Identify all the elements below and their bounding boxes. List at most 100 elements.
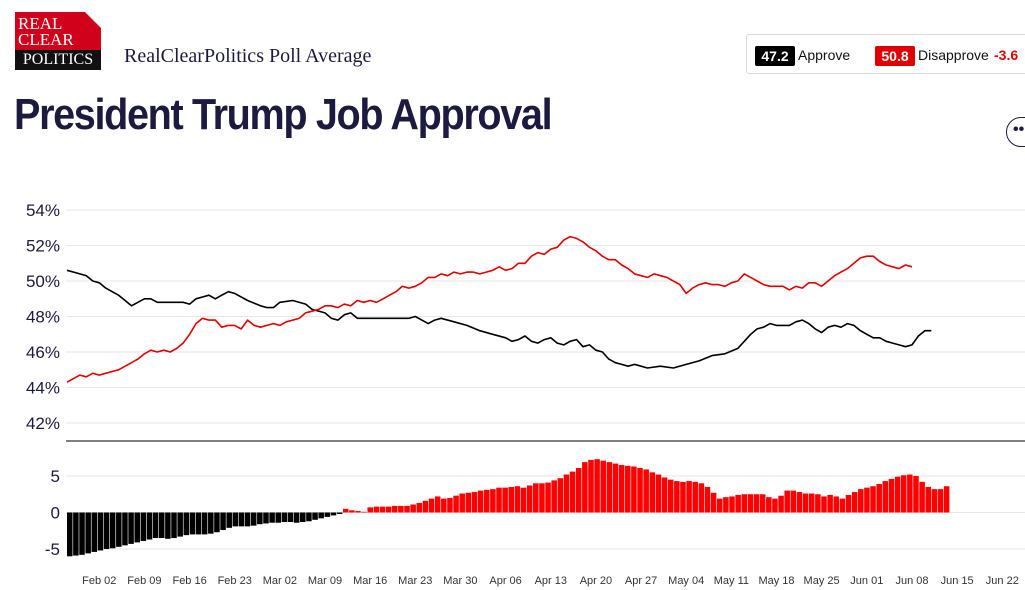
spread-bar bbox=[680, 481, 686, 513]
spread-bar bbox=[158, 512, 165, 539]
spread-bar bbox=[833, 496, 840, 513]
spread-bar bbox=[306, 512, 312, 522]
spread-bar bbox=[496, 487, 502, 513]
spread-bar bbox=[459, 493, 465, 513]
poll-legend: 47.2 Approve 50.8 Disapprove -3.6 bbox=[746, 34, 1025, 74]
spread-bar bbox=[747, 494, 754, 513]
spread-bar bbox=[900, 475, 907, 513]
spread-bar bbox=[882, 481, 889, 513]
spread-bar bbox=[815, 494, 821, 513]
rcp-logo[interactable]: REAL CLEAR POLITICS bbox=[15, 12, 101, 70]
disapprove-value-badge: 50.8 bbox=[875, 46, 915, 66]
spread-bar bbox=[625, 465, 631, 513]
approve-label: Approve bbox=[798, 47, 851, 63]
spread-bar bbox=[275, 512, 282, 523]
spread-bar bbox=[508, 486, 515, 513]
spread-bar bbox=[888, 478, 895, 513]
spread-bar bbox=[686, 481, 692, 513]
spread-bar bbox=[716, 498, 723, 513]
spread-bar bbox=[391, 505, 398, 513]
spread-bar bbox=[808, 493, 815, 513]
x-tick-label: Jun 01 bbox=[850, 575, 883, 587]
spread-bar bbox=[870, 486, 876, 513]
spread-bar bbox=[349, 510, 355, 513]
spread-bar bbox=[226, 512, 232, 528]
spread-bar bbox=[913, 476, 919, 513]
spread-bar bbox=[858, 489, 864, 513]
spread-bar bbox=[729, 496, 735, 513]
spread-bar bbox=[134, 512, 140, 543]
spread-bar bbox=[238, 512, 245, 527]
spread-bar bbox=[643, 469, 649, 513]
spread-bar bbox=[766, 497, 772, 513]
spread-bar bbox=[177, 512, 183, 537]
spread-bar bbox=[637, 467, 643, 513]
spread-bar bbox=[919, 481, 925, 513]
line-chart-series bbox=[66, 235, 932, 383]
spread-bar bbox=[398, 505, 404, 513]
spread-bar bbox=[201, 512, 208, 535]
spread-bar bbox=[263, 512, 269, 524]
bar-chart-y-axis: 5 0 -5 bbox=[45, 467, 60, 559]
spread-bar bbox=[318, 512, 324, 519]
y-tick-label: 54% bbox=[26, 201, 60, 220]
x-tick-label: Feb 02 bbox=[82, 575, 116, 587]
y-tick-label: 44% bbox=[26, 379, 60, 398]
spread-bar bbox=[465, 492, 472, 513]
spread-bar bbox=[312, 512, 318, 520]
spread-bar bbox=[551, 480, 557, 513]
y-tick-label: 42% bbox=[26, 414, 60, 433]
spread-bar bbox=[220, 512, 226, 531]
x-tick-label: Apr 13 bbox=[535, 575, 567, 587]
x-tick-label: Apr 20 bbox=[580, 575, 612, 587]
spread-bar bbox=[698, 483, 705, 513]
spread-bar bbox=[894, 476, 901, 513]
spread-bar bbox=[520, 487, 527, 513]
spread-bar bbox=[416, 503, 423, 513]
spread-bar bbox=[152, 512, 159, 539]
y-tick-label: 48% bbox=[26, 308, 60, 327]
spread-bar bbox=[772, 498, 778, 513]
spread-bar bbox=[606, 462, 613, 513]
spread-bar bbox=[539, 483, 545, 513]
spread-bar bbox=[287, 512, 294, 522]
spread-bar bbox=[471, 492, 478, 513]
spread-bar bbox=[281, 512, 288, 522]
series-line-approve bbox=[66, 269, 932, 369]
spread-bar bbox=[876, 484, 882, 513]
spread-bar bbox=[925, 486, 931, 513]
x-tick-label: Jun 22 bbox=[986, 575, 1019, 587]
spread-bar bbox=[931, 489, 938, 513]
y-tick-label: 0 bbox=[51, 504, 60, 523]
spread-bar bbox=[851, 492, 858, 513]
spread-bar bbox=[404, 505, 410, 513]
spread-bar bbox=[355, 511, 361, 513]
spread-bar bbox=[545, 482, 551, 513]
spread-bar bbox=[73, 512, 79, 556]
spread-value: -3.6 bbox=[994, 47, 1019, 63]
spread-bar bbox=[937, 489, 944, 513]
spread-bar bbox=[753, 494, 760, 513]
spread-bar bbox=[502, 487, 508, 513]
y-tick-label: 5 bbox=[51, 467, 60, 486]
x-tick-label: Mar 23 bbox=[398, 575, 432, 587]
x-tick-label: Jun 15 bbox=[941, 575, 974, 587]
spread-bar bbox=[342, 508, 349, 513]
y-tick-label: 46% bbox=[26, 343, 60, 362]
spread-bar bbox=[631, 466, 637, 513]
x-tick-label: Feb 16 bbox=[172, 575, 206, 587]
spread-bar bbox=[385, 506, 392, 513]
spread-bar bbox=[864, 487, 870, 513]
spread-bar bbox=[600, 460, 607, 513]
spread-bar bbox=[655, 474, 662, 513]
logo-line-clear: CLEAR bbox=[18, 30, 74, 49]
spread-bar bbox=[514, 486, 521, 513]
page-subtitle: RealClearPolitics Poll Average bbox=[124, 45, 372, 67]
spread-bar bbox=[661, 477, 668, 513]
spread-bar bbox=[189, 512, 196, 535]
series-line-disapprove bbox=[66, 235, 913, 383]
spread-bar bbox=[692, 481, 698, 513]
approve-value-badge: 47.2 bbox=[755, 46, 795, 66]
spread-bar bbox=[183, 512, 190, 536]
